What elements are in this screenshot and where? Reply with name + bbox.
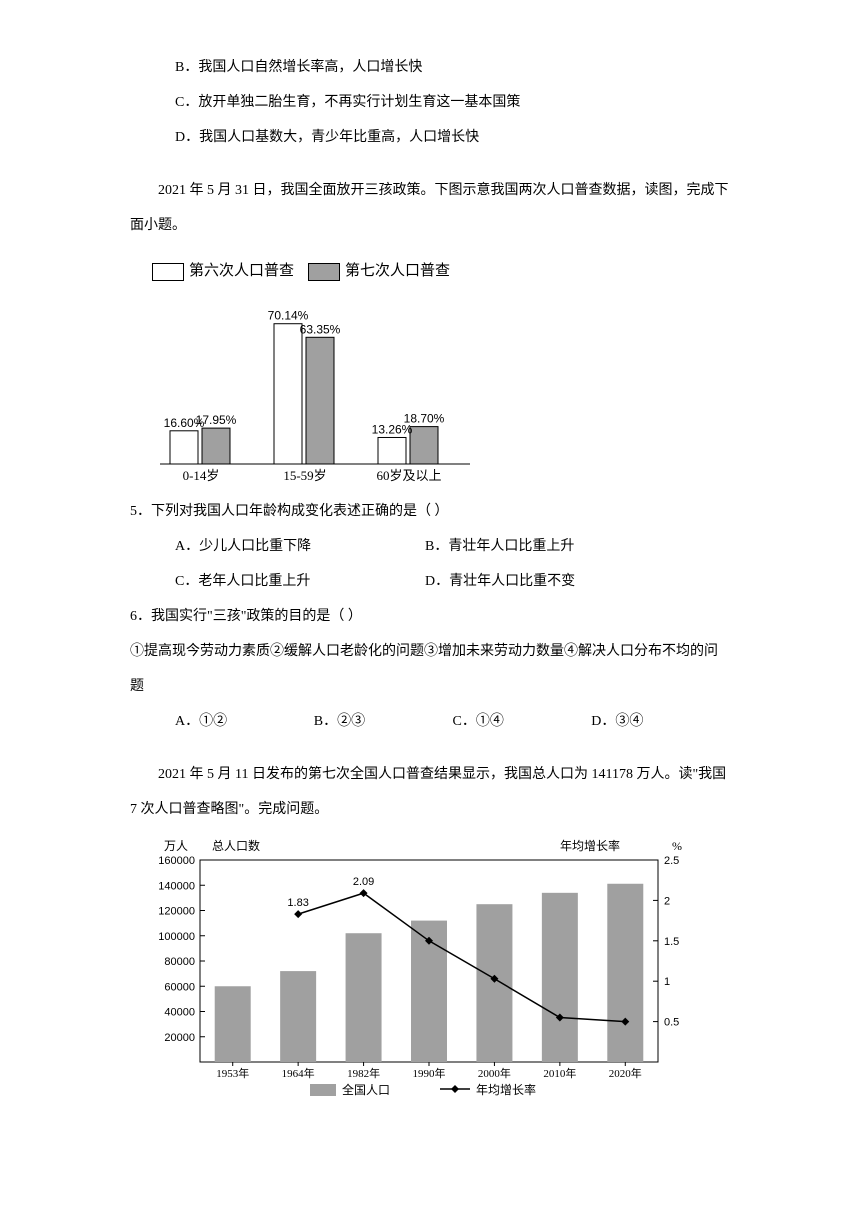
- svg-text:1.83: 1.83: [287, 897, 308, 909]
- legend-label-seventh: 第七次人口普查: [345, 253, 450, 291]
- option-d: D．我国人口基数大，青少年比重高，人口增长快: [130, 120, 730, 155]
- q6-opt-a: A．①②: [175, 704, 314, 739]
- svg-text:63.35%: 63.35%: [300, 322, 341, 336]
- svg-text:60000: 60000: [164, 981, 195, 993]
- svg-text:17.95%: 17.95%: [196, 413, 237, 427]
- q5-stem: 5．下列对我国人口年龄构成变化表述正确的是（ ）: [130, 494, 730, 529]
- svg-text:1.5: 1.5: [664, 935, 679, 947]
- chart1-age-structure: 16.60%17.95%0-14岁70.14%63.35%15-59岁13.26…: [160, 296, 730, 494]
- svg-text:0-14岁: 0-14岁: [183, 468, 220, 483]
- q5-opt-c: C．老年人口比重上升: [175, 564, 425, 599]
- svg-text:%: %: [672, 839, 682, 853]
- q5-opt-d: D．青壮年人口比重不变: [425, 564, 675, 599]
- chart2-census: 万人总人口数年均增长率%2000040000600008000010000012…: [140, 832, 730, 1111]
- q6-opt-b: B．②③: [314, 704, 453, 739]
- svg-text:1982年: 1982年: [347, 1066, 380, 1080]
- svg-text:140000: 140000: [158, 880, 195, 892]
- intro-1: 2021 年 5 月 31 日，我国全面放开三孩政策。下图示意我国两次人口普查数…: [130, 173, 730, 243]
- intro-2: 2021 年 5 月 11 日发布的第七次全国人口普查结果显示，我国总人口为 1…: [130, 757, 730, 827]
- svg-text:160000: 160000: [158, 855, 195, 867]
- legend-label-sixth: 第六次人口普查: [189, 253, 294, 291]
- svg-text:18.70%: 18.70%: [404, 411, 445, 425]
- svg-text:120000: 120000: [158, 905, 195, 917]
- svg-text:100000: 100000: [158, 930, 195, 942]
- svg-text:15-59岁: 15-59岁: [283, 468, 326, 483]
- q6-opt-d: D．③④: [591, 704, 730, 739]
- q5-opt-a: A．少儿人口比重下降: [175, 529, 425, 564]
- q5-opt-b: B．青壮年人口比重上升: [425, 529, 675, 564]
- option-c: C．放开单独二胎生育，不再实行计划生育这一基本国策: [130, 85, 730, 120]
- q6-line: ①提高现今劳动力素质②缓解人口老龄化的问题③增加未来劳动力数量④解决人口分布不均…: [130, 634, 730, 704]
- svg-text:1953年: 1953年: [216, 1066, 249, 1080]
- q6-stem: 6．我国实行"三孩"政策的目的是（ ）: [130, 599, 730, 634]
- svg-text:70.14%: 70.14%: [268, 308, 309, 322]
- svg-text:2020年: 2020年: [609, 1066, 642, 1080]
- svg-text:80000: 80000: [164, 956, 195, 968]
- option-b: B．我国人口自然增长率高，人口增长快: [130, 50, 730, 85]
- chart1-legend: 第六次人口普查 第七次人口普查: [152, 253, 730, 291]
- svg-text:40000: 40000: [164, 1006, 195, 1018]
- svg-text:20000: 20000: [164, 1031, 195, 1043]
- svg-text:万人: 万人: [164, 839, 188, 853]
- svg-text:1: 1: [664, 976, 670, 988]
- svg-text:1990年: 1990年: [413, 1066, 446, 1080]
- svg-text:总人口数: 总人口数: [212, 838, 260, 853]
- svg-text:年均增长率: 年均增长率: [560, 838, 620, 853]
- legend-box-seventh: [308, 263, 340, 281]
- svg-text:2: 2: [664, 895, 670, 907]
- svg-text:1964年: 1964年: [282, 1066, 315, 1080]
- svg-text:全国人口: 全国人口: [342, 1082, 390, 1097]
- svg-text:60岁及以上: 60岁及以上: [376, 468, 441, 483]
- svg-text:2.09: 2.09: [353, 876, 374, 888]
- q6-opt-c: C．①④: [453, 704, 592, 739]
- svg-text:2000年: 2000年: [478, 1066, 511, 1080]
- svg-text:2.5: 2.5: [664, 855, 679, 867]
- svg-text:年均增长率: 年均增长率: [476, 1082, 536, 1097]
- svg-text:0.5: 0.5: [664, 1016, 679, 1028]
- legend-box-sixth: [152, 263, 184, 281]
- svg-text:2010年: 2010年: [543, 1066, 576, 1080]
